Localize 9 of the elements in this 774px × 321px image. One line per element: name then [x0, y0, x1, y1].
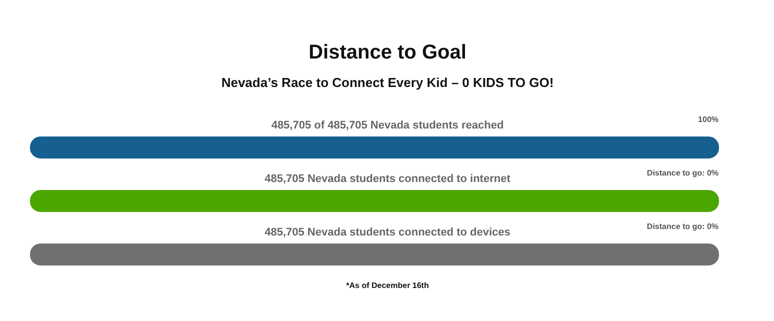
annotation: 100% [698, 115, 719, 124]
text: *As of December 16th [346, 281, 429, 290]
annotation: Distance to go: 0% [646, 222, 719, 231]
annotation: Distance to go: 0% [646, 168, 719, 178]
y-tick-label: 485,705 of 485,705 Nevada students reached [271, 120, 504, 132]
chart-title: Distance to Goal [308, 42, 466, 64]
y-tick-label: 485,705 Nevada students connected to internet [264, 173, 511, 185]
y-tick-label: 485,705 Nevada students connected to devices [264, 226, 510, 238]
chart-subtitle: Nevada’s Race to Connect Every Kid – 0 KIDS TO GO! [221, 75, 554, 90]
